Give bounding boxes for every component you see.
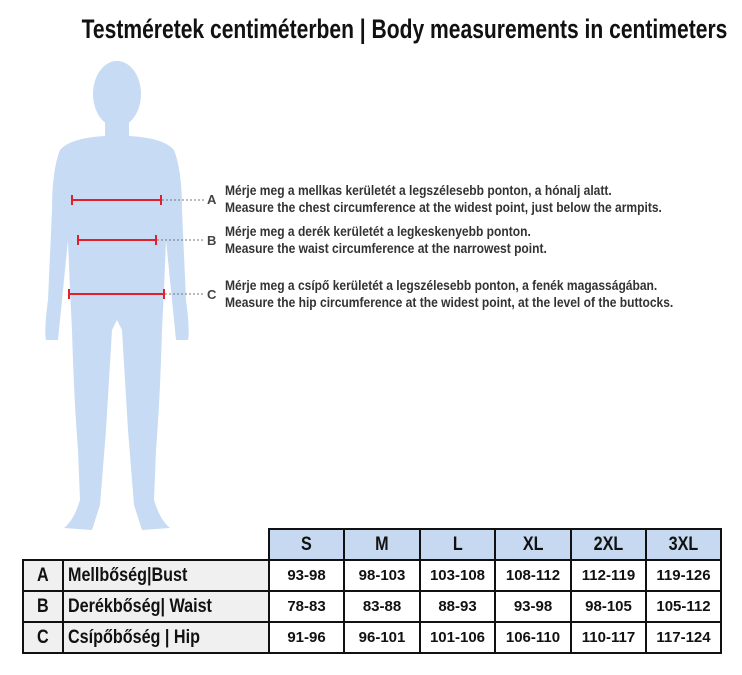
table-cell: 106-110 [494, 621, 572, 654]
row-letter: B [22, 590, 64, 623]
measure-line-c [68, 289, 205, 299]
table-cell: 119-126 [645, 559, 722, 592]
size-table: S M L XL 2XL 3XL A Mellbőség|Bust 93-98 … [22, 528, 722, 654]
size-header: 3XL [645, 528, 722, 561]
table-cell: 96-101 [343, 621, 421, 654]
size-header: S [268, 528, 345, 561]
size-header: 2XL [570, 528, 647, 561]
table-cell: 98-105 [570, 590, 647, 623]
marker-c: C [207, 287, 217, 302]
table-cell: 108-112 [494, 559, 572, 592]
table-header-row: S M L XL 2XL 3XL [23, 528, 722, 561]
instruction-c: Mérje meg a csípő kerületét a legszélese… [225, 277, 673, 310]
instruction-hu: Mérje meg a mellkas kerületét a legszéle… [225, 182, 612, 198]
table-cell: 93-98 [494, 590, 572, 623]
body-silhouette [45, 61, 189, 530]
instruction-hu: Mérje meg a derék kerületét a legkeskeny… [225, 223, 531, 239]
table-cell: 88-93 [419, 590, 496, 623]
row-label: Mellbőség|Bust [62, 559, 270, 592]
instruction-en: Measure the hip circumference at the wid… [225, 293, 674, 310]
size-header: XL [494, 528, 572, 561]
instruction-en: Measure the chest circumference at the w… [225, 198, 662, 215]
row-letter: C [22, 621, 64, 654]
table-cell: 93-98 [268, 559, 345, 592]
table-cell: 117-124 [645, 621, 722, 654]
size-header: L [419, 528, 496, 561]
table-cell: 83-88 [343, 590, 421, 623]
marker-a: A [207, 192, 217, 207]
instruction-b: Mérje meg a derék kerületét a legkeskeny… [225, 223, 547, 256]
row-letter: A [22, 559, 64, 592]
row-label: Csípőbőség | Hip [62, 621, 270, 654]
table-cell: 101-106 [419, 621, 496, 654]
instruction-a: Mérje meg a mellkas kerületét a legszéle… [225, 182, 662, 215]
measure-line-a [71, 195, 205, 205]
size-header: M [343, 528, 421, 561]
table-cell: 91-96 [268, 621, 345, 654]
table-cell: 98-103 [343, 559, 421, 592]
instruction-en: Measure the waist circumference at the n… [225, 239, 547, 256]
page-title: Testméretek centiméterben | Body measure… [81, 14, 728, 44]
table-cell: 103-108 [419, 559, 496, 592]
table-cell: 105-112 [645, 590, 722, 623]
instruction-hu: Mérje meg a csípő kerületét a legszélese… [225, 277, 658, 293]
table-cell: 110-117 [570, 621, 647, 654]
measure-line-b [77, 235, 205, 245]
table-cell: 112-119 [570, 559, 647, 592]
marker-b: B [207, 233, 217, 248]
table-cell: 78-83 [268, 590, 345, 623]
table-row: B Derékbőség| Waist 78-83 83-88 88-93 93… [22, 590, 722, 623]
row-label: Derékbőség| Waist [62, 590, 270, 623]
table-row: C Csípőbőség | Hip 91-96 96-101 101-106 … [22, 621, 722, 654]
table-row: A Mellbőség|Bust 93-98 98-103 103-108 10… [22, 559, 722, 592]
